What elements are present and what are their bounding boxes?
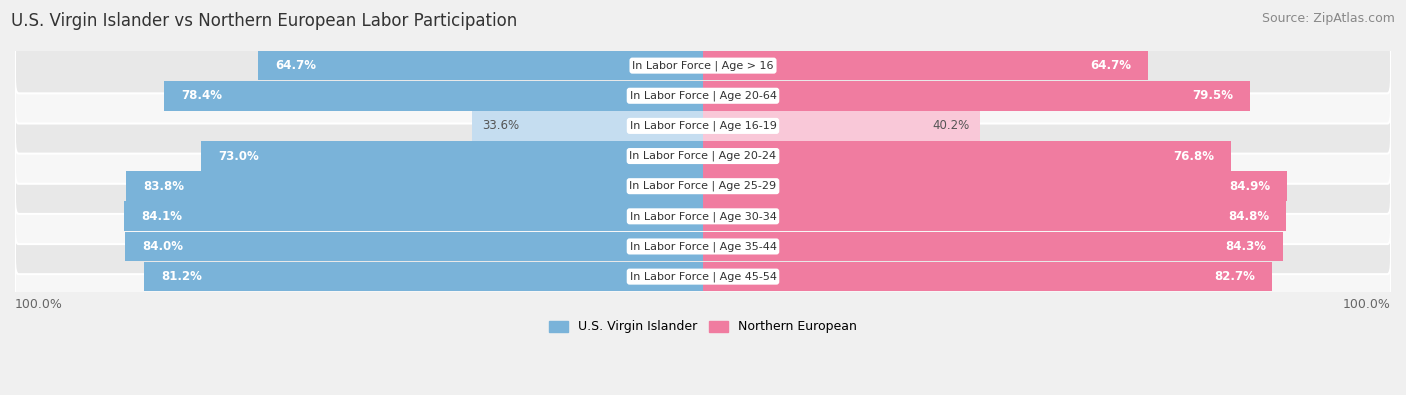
Text: 84.1%: 84.1% (142, 210, 183, 223)
Text: In Labor Force | Age 30-34: In Labor Force | Age 30-34 (630, 211, 776, 222)
Bar (472, 111, 703, 141)
Bar (703, 81, 1250, 111)
Text: 84.9%: 84.9% (1229, 180, 1270, 193)
FancyBboxPatch shape (15, 219, 1391, 274)
Text: 76.8%: 76.8% (1173, 150, 1215, 163)
Text: 78.4%: 78.4% (181, 89, 222, 102)
Text: 83.8%: 83.8% (143, 180, 184, 193)
Text: 84.8%: 84.8% (1227, 210, 1270, 223)
Bar (125, 231, 703, 261)
Bar (703, 262, 1272, 292)
Text: 82.7%: 82.7% (1213, 270, 1254, 283)
Bar (163, 81, 703, 111)
Text: 64.7%: 64.7% (1090, 59, 1130, 72)
Bar (703, 51, 1149, 81)
Text: 81.2%: 81.2% (162, 270, 202, 283)
Text: 84.3%: 84.3% (1225, 240, 1265, 253)
Bar (703, 141, 1232, 171)
Text: In Labor Force | Age 16-19: In Labor Force | Age 16-19 (630, 120, 776, 131)
Text: U.S. Virgin Islander vs Northern European Labor Participation: U.S. Virgin Islander vs Northern Europea… (11, 12, 517, 30)
Bar (201, 141, 703, 171)
FancyBboxPatch shape (15, 158, 1391, 214)
Bar (703, 201, 1286, 231)
Text: 33.6%: 33.6% (482, 119, 519, 132)
Text: Source: ZipAtlas.com: Source: ZipAtlas.com (1261, 12, 1395, 25)
Text: In Labor Force | Age 25-29: In Labor Force | Age 25-29 (630, 181, 776, 192)
Text: 84.0%: 84.0% (142, 240, 183, 253)
Bar (145, 262, 703, 292)
Text: In Labor Force | Age 45-54: In Labor Force | Age 45-54 (630, 271, 776, 282)
Text: In Labor Force | Age 20-24: In Labor Force | Age 20-24 (630, 151, 776, 161)
Text: 79.5%: 79.5% (1192, 89, 1233, 102)
FancyBboxPatch shape (15, 38, 1391, 93)
Bar (703, 111, 980, 141)
Bar (703, 171, 1286, 201)
Text: In Labor Force | Age > 16: In Labor Force | Age > 16 (633, 60, 773, 71)
Legend: U.S. Virgin Islander, Northern European: U.S. Virgin Islander, Northern European (544, 316, 862, 339)
Text: 73.0%: 73.0% (218, 150, 259, 163)
Text: 40.2%: 40.2% (932, 119, 969, 132)
FancyBboxPatch shape (15, 188, 1391, 244)
Text: In Labor Force | Age 35-44: In Labor Force | Age 35-44 (630, 241, 776, 252)
Text: 100.0%: 100.0% (1343, 298, 1391, 311)
FancyBboxPatch shape (15, 98, 1391, 154)
FancyBboxPatch shape (15, 68, 1391, 124)
Bar (703, 231, 1284, 261)
Text: 100.0%: 100.0% (15, 298, 63, 311)
Bar (127, 171, 703, 201)
Text: 64.7%: 64.7% (276, 59, 316, 72)
Bar (257, 51, 703, 81)
FancyBboxPatch shape (15, 128, 1391, 184)
Bar (124, 201, 703, 231)
Text: In Labor Force | Age 20-64: In Labor Force | Age 20-64 (630, 90, 776, 101)
FancyBboxPatch shape (15, 249, 1391, 304)
